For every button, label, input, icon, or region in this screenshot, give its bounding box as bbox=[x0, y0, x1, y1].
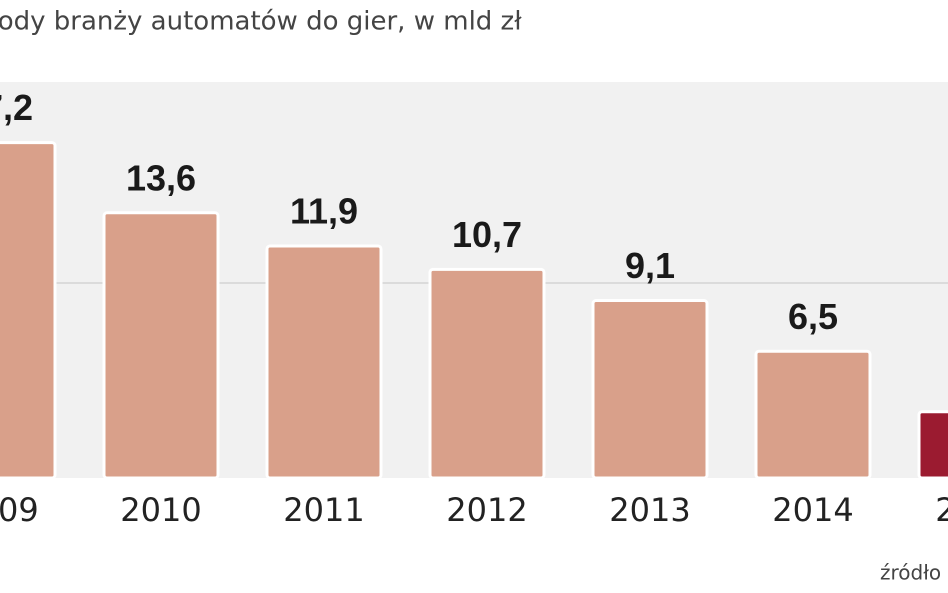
x-tick-label: 2011 bbox=[283, 491, 364, 529]
x-tick-label: 2015 bbox=[935, 491, 948, 529]
x-tick-label: 2009 bbox=[0, 491, 39, 529]
value-label: 17,2 bbox=[0, 87, 33, 128]
x-tick-label: 2014 bbox=[772, 491, 853, 529]
x-tick-label: 2010 bbox=[120, 491, 201, 529]
value-label: 11,9 bbox=[290, 190, 358, 231]
x-tick-label: 2013 bbox=[609, 491, 690, 529]
value-label: 13,6 bbox=[126, 157, 196, 198]
bar bbox=[917, 410, 948, 480]
bar bbox=[591, 299, 709, 480]
bar bbox=[265, 244, 383, 480]
source: źródło bbox=[880, 561, 941, 585]
bar bbox=[0, 141, 57, 480]
x-tick-label: 2012 bbox=[446, 491, 527, 529]
bar bbox=[102, 211, 220, 480]
value-label: 10,7 bbox=[452, 214, 522, 255]
bar bbox=[428, 267, 546, 480]
chart-title: Przychody branży automatów do gier, w ml… bbox=[0, 7, 522, 37]
value-label: 9,1 bbox=[625, 245, 675, 286]
value-label: 6,5 bbox=[788, 296, 838, 337]
bar bbox=[754, 349, 872, 480]
